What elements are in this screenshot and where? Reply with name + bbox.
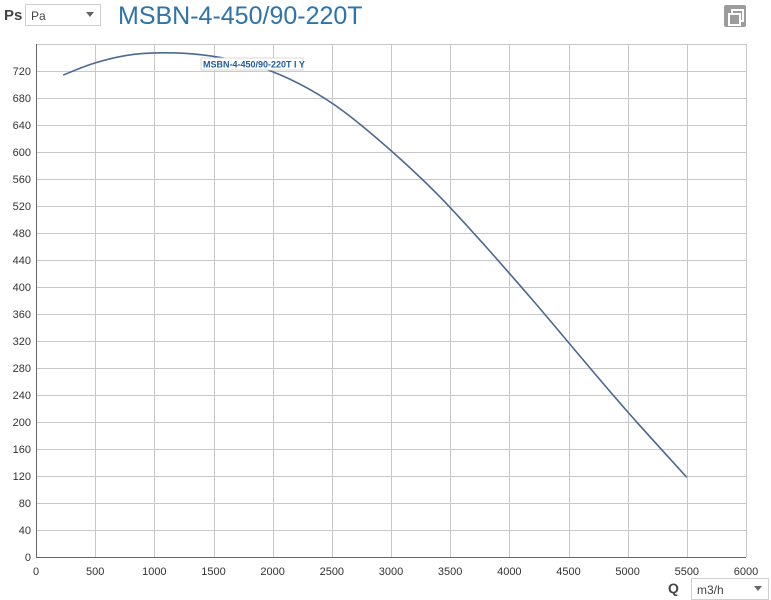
flow-unit-select[interactable]: m3/h	[691, 578, 769, 600]
chevron-down-icon	[754, 586, 762, 591]
x-tick-label: 1000	[142, 566, 166, 578]
x-tick-label: 5000	[615, 566, 639, 578]
x-tick-label: 0	[33, 566, 39, 578]
y-tick-label: 120	[13, 471, 31, 483]
y-tick-label: 280	[13, 363, 31, 375]
copy-icon-front	[728, 13, 741, 26]
chart-title: MSBN-4-450/90-220T	[118, 2, 363, 30]
y-tick-label: 160	[13, 444, 31, 456]
pressure-unit-value: Pa	[31, 9, 46, 23]
x-tick-label: 2500	[320, 566, 344, 578]
x-axis-quantity-label: Q	[668, 580, 679, 596]
y-tick-label: 200	[13, 417, 31, 429]
y-tick-label: 720	[13, 66, 31, 78]
y-tick-label: 40	[19, 525, 31, 537]
x-tick-label: 4500	[556, 566, 580, 578]
y-tick-label: 680	[13, 93, 31, 105]
y-axis-quantity-label: Ps	[4, 7, 23, 24]
x-tick-label: 6000	[734, 566, 758, 578]
y-tick-label: 80	[19, 498, 31, 510]
x-tick-label: 1500	[201, 566, 225, 578]
y-tick-label: 480	[13, 228, 31, 240]
x-tick-label: 3500	[438, 566, 462, 578]
axes: 0 500 1000 1500 2000 2500 3000 3500 4000 4500 5000…	[13, 44, 758, 578]
x-tick-label: 5500	[675, 566, 699, 578]
x-tick-label: 2000	[260, 566, 284, 578]
grid	[36, 44, 747, 557]
y-tick-label: 560	[13, 174, 31, 186]
series-label: MSBN-4-450/90-220T I Y	[203, 60, 305, 70]
y-tick-label: 240	[13, 390, 31, 402]
chevron-down-icon	[86, 12, 94, 17]
y-tick-label: 400	[13, 282, 31, 294]
y-tick-label: 600	[13, 147, 31, 159]
flow-unit-value: m3/h	[697, 583, 724, 597]
x-tick-label: 500	[86, 566, 104, 578]
y-tick-label: 360	[13, 309, 31, 321]
series-label-box	[200, 57, 304, 71]
y-tick-label: 0	[25, 552, 31, 564]
y-tick-label: 640	[13, 120, 31, 132]
copy-button[interactable]	[724, 5, 746, 27]
y-tick-label: 440	[13, 255, 31, 267]
series: MSBN-4-450/90-220T I Y	[62, 51, 688, 478]
pressure-unit-select[interactable]: Pa	[25, 4, 101, 26]
x-tick-label: 4000	[497, 566, 521, 578]
series-line[interactable]	[62, 51, 688, 478]
y-tick-label: 320	[13, 336, 31, 348]
y-tick-label: 520	[13, 201, 31, 213]
x-tick-label: 3000	[379, 566, 403, 578]
